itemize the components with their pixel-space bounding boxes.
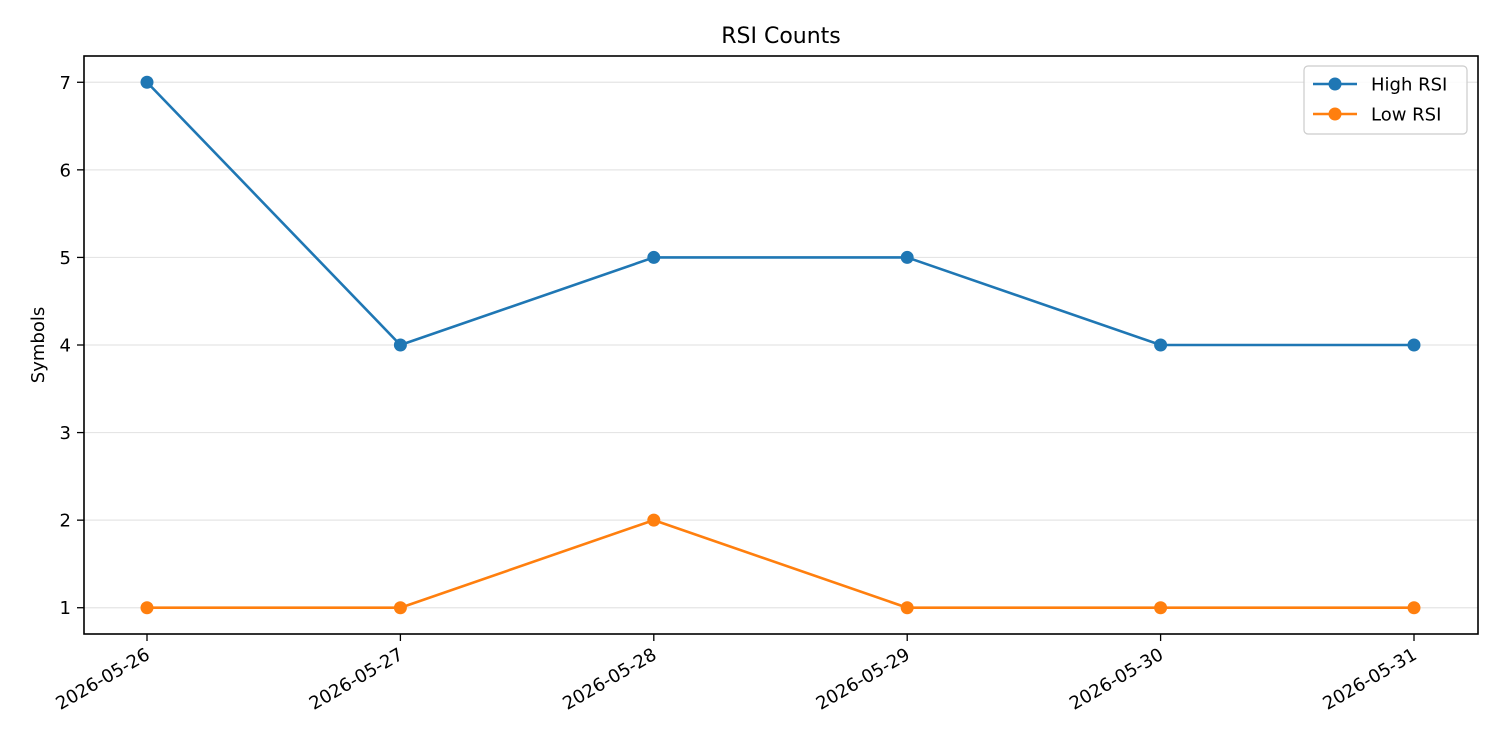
series-layer — [140, 75, 1421, 615]
x-tick-label: 2026-05-26 — [52, 644, 153, 714]
series-low-rsi — [140, 513, 1421, 615]
y-tick-label: 7 — [60, 73, 71, 94]
y-tick-label: 6 — [60, 160, 71, 181]
legend-marker — [1328, 107, 1342, 121]
data-point — [647, 250, 661, 264]
x-tick-label: 2026-05-31 — [1319, 644, 1420, 714]
data-point — [393, 601, 407, 615]
data-point — [1407, 601, 1421, 615]
data-point — [1154, 338, 1168, 352]
data-point — [1407, 338, 1421, 352]
y-tick-label: 1 — [60, 598, 71, 619]
data-point — [900, 250, 914, 264]
data-point — [647, 513, 661, 527]
chart-title: RSI Counts — [721, 24, 841, 49]
y-tick-label: 3 — [60, 423, 71, 444]
series-line — [147, 518, 1414, 610]
legend: High RSI Low RSI — [1303, 65, 1468, 135]
data-point — [140, 601, 154, 615]
y-tick-label: 2 — [60, 511, 71, 532]
series-high-rsi — [140, 75, 1421, 352]
legend-item: High RSI — [1313, 75, 1447, 96]
x-tick-label: 2026-05-27 — [306, 644, 407, 714]
data-point — [900, 601, 914, 615]
data-point — [140, 75, 154, 89]
legend-item: Low RSI — [1313, 105, 1441, 126]
y-axis-label: Symbols — [28, 307, 49, 383]
legend-label: Low RSI — [1371, 105, 1441, 126]
y-tick-label: 4 — [60, 336, 71, 357]
legend-marker — [1328, 77, 1342, 91]
x-tick-label: 2026-05-30 — [1066, 644, 1167, 714]
y-axis-ticks: 1 2 3 4 5 6 7 — [60, 73, 84, 619]
series-line — [146, 81, 1414, 347]
legend-label: High RSI — [1371, 75, 1447, 96]
data-point — [1154, 601, 1168, 615]
x-axis-ticks: 2026-05-26 2026-05-27 2026-05-28 2026-05-29… — [52, 634, 1421, 715]
data-point — [393, 338, 407, 352]
y-tick-label: 5 — [60, 248, 71, 269]
x-tick-label: 2026-05-28 — [559, 644, 660, 714]
x-tick-label: 2026-05-29 — [813, 644, 914, 714]
